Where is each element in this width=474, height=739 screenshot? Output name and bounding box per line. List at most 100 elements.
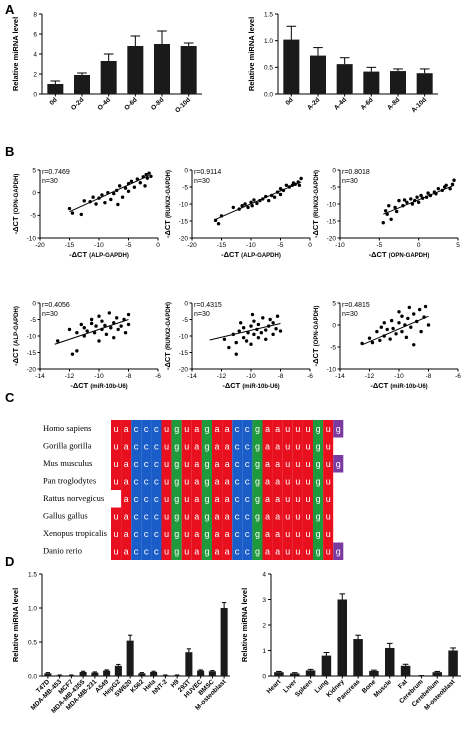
base-cell [111, 437, 122, 455]
data-point [213, 218, 218, 223]
data-point [238, 321, 243, 325]
sequence-alignment: Homo sapiens u a c c c u g u a g a a c c g a a u u u g u gGoril… [43, 420, 344, 560]
data-point [126, 322, 131, 327]
base-letter: c [245, 548, 250, 558]
data-point [75, 349, 79, 353]
base-cell [282, 455, 293, 473]
base-letter: u [164, 495, 169, 505]
bar [79, 671, 87, 676]
data-point [293, 182, 297, 186]
base-letter: u [295, 548, 300, 558]
base-cell [222, 437, 233, 455]
base-letter: g [255, 513, 260, 523]
correlation-r: r=0.7469 [42, 169, 70, 176]
base-letter: u [285, 530, 290, 540]
base-cell [201, 437, 212, 455]
base-letter: c [154, 443, 159, 453]
chart-B2: -20 -15 -10 -5 0 -20 -15 -10 -5 0 r=0.9114 n=30 -ΔCT… [163, 167, 312, 259]
data-point [448, 187, 452, 191]
data-point [256, 335, 261, 340]
data-point [100, 327, 104, 332]
base-letter: u [164, 513, 169, 523]
data-point [126, 181, 131, 186]
data-point [264, 328, 268, 332]
base-letter: u [295, 460, 300, 470]
x-tick-label: 0d [284, 96, 294, 106]
base-letter: u [295, 513, 300, 523]
base-cell [111, 507, 122, 525]
base-cell [212, 420, 223, 438]
base-cell [111, 525, 122, 543]
base-cell [222, 455, 233, 473]
data-point [126, 189, 131, 194]
base-letter: u [164, 530, 169, 540]
y-tick-label: 0 [32, 300, 36, 307]
base-letter: a [224, 478, 230, 488]
y-axis-label: -ΔCT (RUNX2-GAPDH) [311, 170, 320, 238]
base-cell [222, 472, 233, 490]
base-letter: a [224, 443, 230, 453]
base-letter: a [123, 460, 129, 470]
data-point [268, 317, 272, 322]
x-tick-label: -20 [35, 242, 45, 249]
bar [47, 84, 64, 94]
data-point [409, 325, 413, 329]
base-letter: c [134, 478, 139, 488]
base-letter: u [113, 548, 118, 558]
base-cell [212, 525, 223, 543]
base-cell [121, 525, 132, 543]
data-point [284, 183, 289, 187]
base-letter: u [184, 530, 189, 540]
base-letter: a [224, 495, 230, 505]
data-point [79, 212, 84, 217]
base-cell [333, 455, 344, 473]
y-axis-label: -ΔCT (RUNX2-GAPDH) [163, 170, 172, 238]
base-letter: a [275, 460, 281, 470]
base-cell [161, 525, 172, 543]
base-letter: c [144, 460, 149, 470]
fit-line [69, 174, 150, 213]
y-tick-label: 8 [33, 11, 37, 18]
data-point [129, 179, 134, 184]
y-tick-label: -15 [327, 218, 337, 225]
base-letter: c [235, 460, 240, 470]
data-point [97, 314, 101, 318]
data-point [287, 185, 292, 189]
data-point [424, 195, 429, 199]
data-point [264, 194, 268, 199]
species-label: Gallus gallus [43, 511, 88, 521]
base-letter: u [295, 495, 300, 505]
base-cell [151, 525, 162, 543]
data-point [122, 317, 126, 322]
base-cell [141, 525, 152, 543]
base-cell [302, 507, 313, 525]
base-letter: g [174, 548, 179, 558]
data-point [126, 312, 131, 317]
species-label: Mus musculus [43, 458, 92, 468]
data-point [249, 342, 253, 346]
data-point [299, 176, 303, 181]
base-cell [242, 507, 253, 525]
bar [56, 675, 64, 676]
base-cell [302, 472, 313, 490]
base-cell [131, 455, 142, 473]
base-letter: u [164, 443, 169, 453]
base-cell [292, 490, 303, 508]
base-letter: c [134, 548, 139, 558]
base-cell [272, 472, 283, 490]
base-letter: a [275, 530, 281, 540]
y-tick-label: -5 [182, 184, 188, 191]
data-point [420, 196, 425, 200]
y-tick-label: 0 [32, 190, 36, 197]
x-tick-label: 0 [417, 242, 421, 249]
bar [400, 665, 411, 676]
bar [448, 650, 458, 676]
data-point [67, 327, 72, 332]
base-letter: a [214, 425, 220, 435]
base-letter: c [144, 478, 149, 488]
base-cell [191, 437, 202, 455]
base-cell [252, 542, 263, 560]
data-point [410, 202, 415, 206]
data-point [240, 204, 244, 208]
